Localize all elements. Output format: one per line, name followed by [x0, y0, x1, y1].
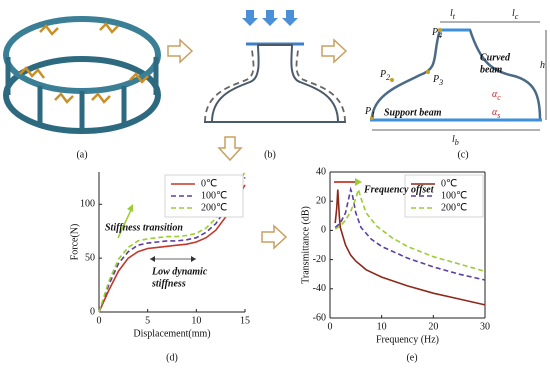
support-beam-label: Support beam [384, 107, 442, 118]
y-tick-label: 100 [80, 199, 95, 210]
label-base: l [450, 8, 453, 19]
x-axis-label: Frequency (Hz) [376, 334, 439, 345]
panel-label: (d) [166, 352, 178, 363]
diagram-label: P3 [432, 74, 443, 87]
diagram-label: lt [450, 8, 456, 21]
panel-label: (e) [406, 352, 417, 363]
y-tick-label: -40 [313, 283, 326, 294]
label-sub: s [497, 111, 500, 120]
diagram-label: h [540, 60, 545, 71]
label-base: α [492, 107, 498, 118]
diagram-label: lb [452, 134, 459, 147]
diagram-label: P4 [431, 27, 442, 40]
legend-label: 200℃ [201, 202, 227, 213]
chart-d-arrows [117, 204, 196, 262]
diagram-label: P1 [364, 106, 375, 119]
annotation: Low dynamic [151, 266, 208, 277]
panel-label: (c) [457, 149, 468, 160]
label-base: l [452, 134, 455, 145]
x-tick-label: 20 [428, 321, 438, 332]
label-sub: 4 [438, 31, 442, 40]
legend-label: 100℃ [441, 190, 467, 201]
diagram-label: P2 [379, 69, 390, 82]
y-axis-label: Transmittance (dB) [300, 206, 311, 284]
y-tick-label: 20 [316, 195, 326, 206]
series-line [98, 184, 246, 313]
annotation: Stiffness transition [105, 222, 183, 233]
diagram-label: lc [512, 8, 519, 21]
y-tick-label: 50 [85, 252, 95, 263]
panel-label: (a) [76, 149, 87, 160]
label-sub: c [497, 93, 501, 102]
curved-beam-label: beam [480, 64, 502, 75]
label-sub: c [515, 12, 519, 21]
legend-box [404, 174, 484, 218]
diagram-c [370, 21, 547, 131]
y-axis-label: Force(N) [69, 224, 80, 261]
x-tick-label: 10 [377, 321, 387, 332]
label-sub: 1 [371, 110, 375, 119]
x-axis-label: Displacement(mm) [133, 328, 210, 339]
y-tick-label: -20 [313, 254, 326, 265]
x-tick-label: 0 [97, 315, 102, 326]
series-line [334, 186, 486, 273]
y-tick-label: 0 [321, 225, 326, 236]
label-base: P [364, 106, 371, 117]
legend-label: 0℃ [201, 178, 217, 189]
legend-label: 100℃ [201, 190, 227, 201]
diagram-label: αs [492, 107, 500, 120]
label-base: P [431, 27, 438, 38]
label-base: h [540, 60, 545, 71]
panel-label: (b) [264, 149, 276, 160]
legend-label: 0℃ [441, 178, 457, 189]
x-tick-label: 0 [328, 321, 333, 332]
label-sub: 2 [386, 73, 390, 82]
series-line [334, 186, 486, 281]
ring-illustration [3, 16, 161, 134]
diagram-b [204, 10, 346, 123]
label-base: P [432, 74, 439, 85]
series-line [334, 189, 486, 306]
diagram-label: αc [492, 89, 501, 102]
x-tick-label: 5 [145, 315, 150, 326]
x-tick-label: 15 [240, 315, 250, 326]
label-sub: t [453, 12, 456, 21]
x-tick-label: 30 [480, 321, 490, 332]
label-sub: 3 [438, 78, 443, 87]
label-sub: b [455, 138, 459, 147]
x-tick-label: 10 [191, 315, 201, 326]
label-base: l [512, 8, 515, 19]
label-base: P [379, 69, 386, 80]
y-tick-label: -60 [313, 312, 326, 323]
curved-beam-label: Curved [480, 52, 511, 63]
y-tick-label: 40 [316, 166, 326, 177]
annotation: Frequency offset [363, 184, 435, 195]
annotation: stiffness [151, 278, 186, 289]
legend-box [164, 174, 244, 218]
label-base: α [492, 89, 498, 100]
y-tick-label: 0 [90, 306, 95, 317]
legend-label: 200℃ [441, 202, 467, 213]
chart-e-arrow [334, 178, 362, 186]
flow-arrows [167, 38, 348, 250]
